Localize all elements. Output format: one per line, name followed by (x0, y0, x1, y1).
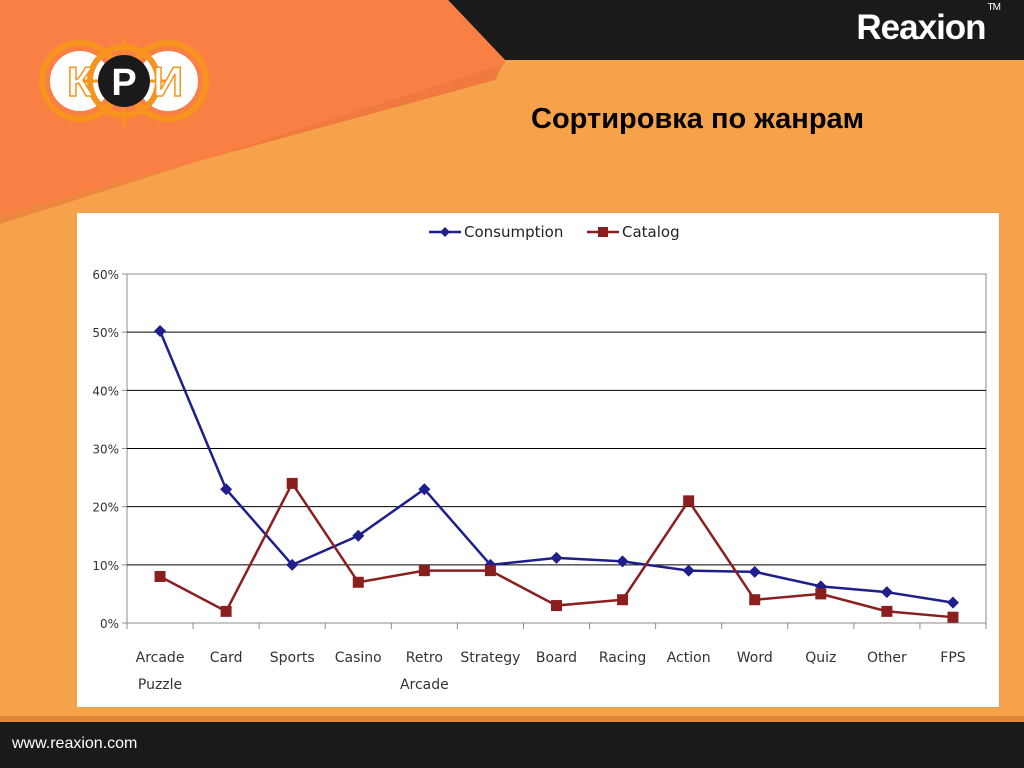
catalog-data-point (683, 495, 695, 507)
legend-marker-catalog (598, 227, 608, 237)
catalog-data-point (484, 565, 496, 577)
catalog-data-point (286, 477, 298, 489)
y-tick-label: 20% (92, 501, 119, 515)
top-dark-band (0, 0, 1024, 60)
logo-letter-r: Р (111, 62, 136, 104)
consumption-data-point (154, 325, 167, 338)
y-tick-label: 60% (92, 268, 119, 282)
legend-label-catalog: Catalog (622, 223, 680, 241)
x-category-label: Arcade (136, 650, 185, 666)
logo-letter-i: И (153, 58, 183, 105)
consumption-data-point (682, 564, 695, 577)
consumption-data-point (286, 558, 299, 571)
catalog-data-point (220, 605, 232, 617)
brand-logo: ReaxionTM (856, 2, 1001, 48)
x-category-label: Casino (335, 650, 382, 666)
consumption-data-point (616, 555, 629, 568)
line-chart: 0% 10% 20% 30% 40% 50% 60% Arcade Puzzle Card Spor… (92, 223, 987, 693)
chart-panel: 0% 10% 20% 30% 40% 50% 60% Arcade Puzzle Card Spor… (77, 213, 999, 707)
brand-name: Reaxion (856, 8, 986, 47)
catalog-data-point (154, 570, 166, 582)
x-category-label: Action (667, 650, 711, 666)
legend-marker-consumption (440, 227, 450, 237)
catalog-data-point (749, 594, 761, 606)
catalog-data-point (418, 565, 430, 577)
legend-label-consumption: Consumption (464, 223, 563, 241)
x-category-label: Sports (270, 650, 315, 666)
consumption-data-point (880, 586, 893, 599)
x-category-label: Quiz (805, 650, 836, 666)
x-category-label: Card (210, 650, 243, 666)
logo-letter-k: К (67, 58, 93, 105)
x-category-label: Puzzle (138, 677, 182, 693)
y-tick-label: 0% (100, 617, 119, 631)
x-category-label: Word (737, 650, 773, 666)
y-tick-label: 10% (92, 559, 119, 573)
brand-tm: TM (987, 2, 1001, 14)
consumption-data-point (748, 565, 761, 578)
catalog-data-point (352, 576, 364, 588)
y-tick-label: 40% (92, 384, 119, 398)
x-category-label: Retro (406, 650, 443, 666)
x-category-label: FPS (940, 650, 965, 666)
x-category-label: Other (867, 650, 907, 666)
consumption-data-point (220, 483, 233, 496)
x-category-label: Strategy (460, 650, 520, 666)
y-tick-label: 50% (92, 326, 119, 340)
consumption-data-point (418, 483, 431, 496)
consumption-data-point (946, 596, 959, 609)
consumption-data-point (550, 551, 563, 564)
catalog-data-point (815, 588, 827, 600)
y-tick-label: 30% (92, 443, 119, 457)
catalog-data-point (947, 611, 959, 623)
top-wedge (0, 0, 505, 215)
consumption-data-point (484, 558, 497, 571)
x-category-label: Arcade (400, 677, 449, 693)
bottom-dark-band (0, 722, 1024, 768)
logo-ring-center (82, 38, 166, 126)
catalog-data-point (881, 605, 893, 617)
kri-logo: К Р И (38, 38, 210, 128)
catalog-data-point (617, 594, 629, 606)
footer-url: www.reaxion.com (12, 735, 138, 752)
x-category-label: Racing (599, 650, 646, 666)
slide-title: Сортировка по жанрам (531, 103, 865, 135)
x-category-label: Board (536, 650, 577, 666)
catalog-data-point (551, 600, 562, 612)
consumption-data-point (352, 529, 365, 542)
